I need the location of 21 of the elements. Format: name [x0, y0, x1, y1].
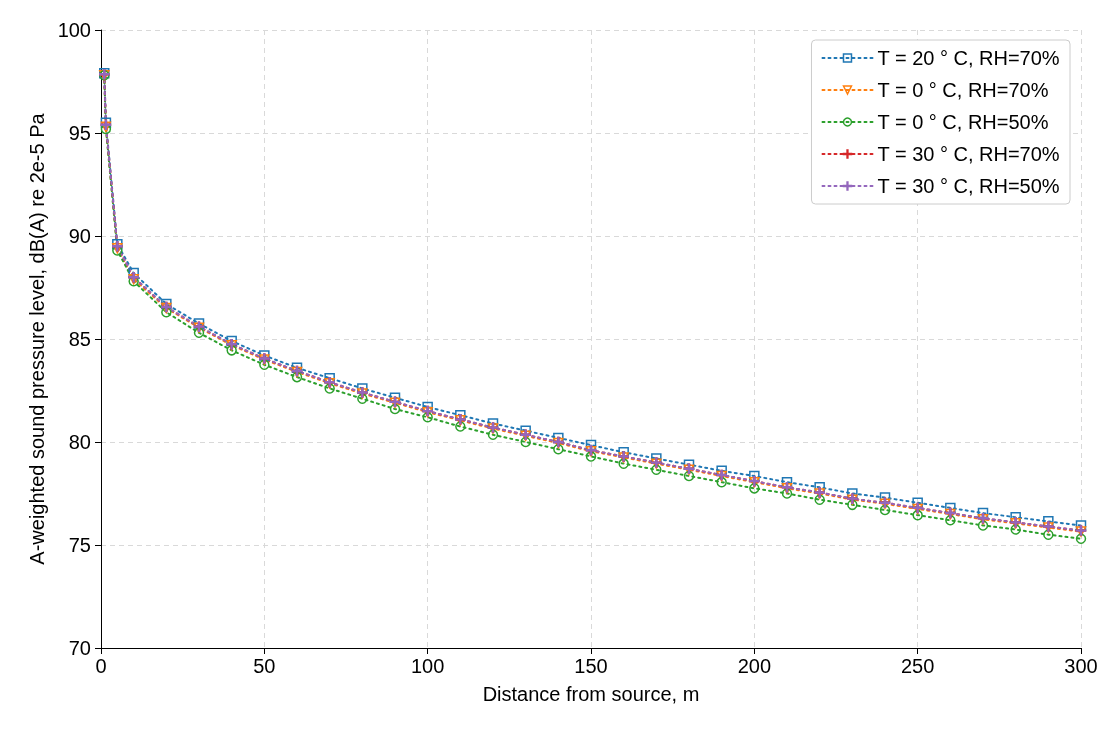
y-tick-label: 75 [68, 534, 91, 556]
x-tick-label: 200 [737, 655, 772, 677]
y-tick-label: 70 [68, 637, 91, 659]
y-tick-label: 95 [68, 122, 91, 144]
y-axis-title: A-weighted sound pressure level, dB(A) re 2e-5 Pa [25, 112, 48, 565]
legend-label: T = 30 ° C, RH=70% [877, 143, 1060, 165]
x-tick-label: 300 [1064, 655, 1098, 677]
x-tick-label: 100 [410, 655, 445, 677]
x-tick-label: 0 [95, 655, 107, 677]
legend-label: T = 0 ° C, RH=70% [877, 79, 1049, 101]
y-tick-label: 80 [68, 431, 91, 453]
legend-label: T = 20 ° C, RH=70% [877, 47, 1060, 69]
x-axis-title: Distance from source, m [482, 683, 700, 705]
x-tick-label: 150 [574, 655, 608, 677]
y-tick-label: 85 [68, 328, 91, 350]
y-tick-label: 90 [68, 225, 91, 247]
legend-label: T = 30 ° C, RH=50% [877, 175, 1060, 197]
x-tick-label: 50 [253, 655, 276, 677]
y-tick-label: 100 [57, 19, 91, 41]
legend-label: T = 0 ° C, RH=50% [877, 111, 1049, 133]
x-tick-label: 250 [900, 655, 935, 677]
